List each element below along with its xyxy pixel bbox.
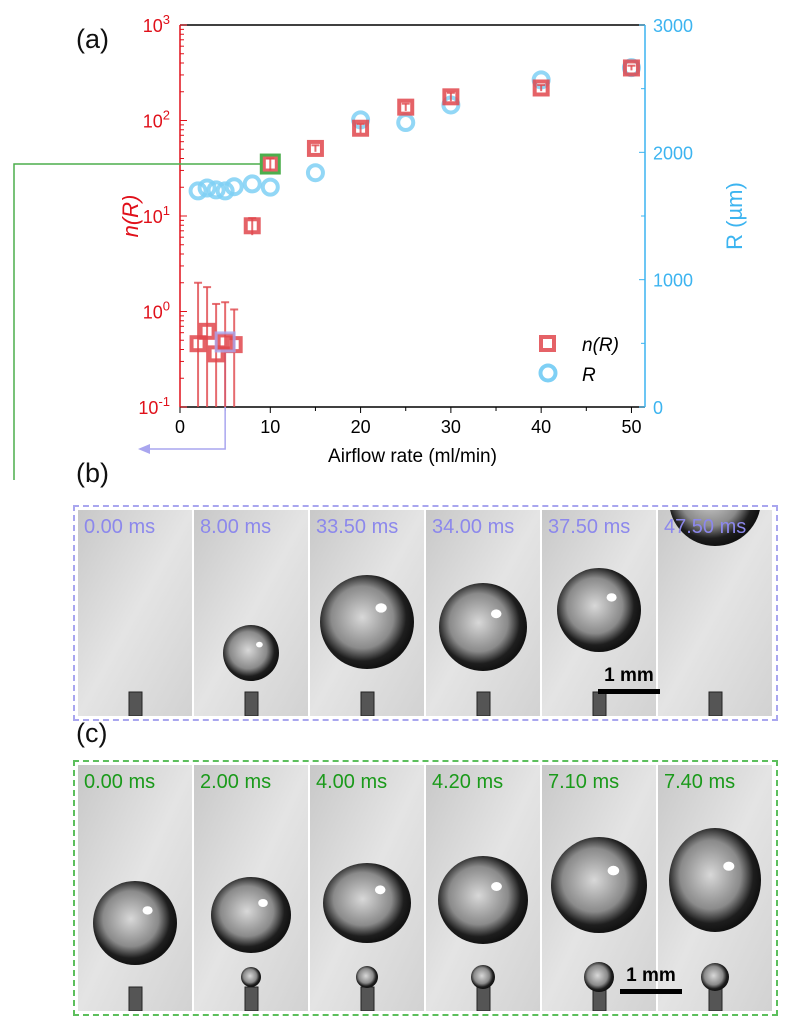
video-frame: 33.50 ms [310, 510, 424, 716]
frame-timestamp: 34.00 ms [432, 516, 515, 538]
y-right-tick-label: 3000 [653, 16, 693, 36]
panel-b-frames: 0.00 ms 8.00 ms 33.50 ms 34.00 ms [78, 510, 772, 716]
panel-c: 0.00 ms 2.00 ms 4.00 ms 4.20 ms [73, 760, 778, 1016]
video-frame: 4.00 ms [310, 765, 424, 1011]
data-point-R [197, 178, 217, 198]
video-frame: 37.50 ms [542, 510, 656, 716]
panel-label-b: (b) [76, 458, 109, 488]
legend-marker-n [539, 335, 556, 352]
frame-timestamp: 7.40 ms [664, 771, 736, 793]
data-point-n [198, 322, 216, 340]
bubble-image [78, 510, 192, 716]
frame-timestamp: 7.10 ms [548, 771, 620, 793]
data-point-n [243, 217, 261, 235]
connector-line-c [13, 163, 262, 480]
data-point-R [215, 181, 235, 201]
y-left-axis-label: n(R) [118, 195, 143, 238]
data-point-n [189, 335, 207, 353]
legend-label-n: n(R) [582, 335, 619, 356]
highlight-box-b [214, 331, 236, 353]
video-frame: 7.40 ms [658, 765, 772, 1011]
video-frame: 8.00 ms [194, 510, 308, 716]
x-axis-label: Airflow rate (ml/min) [328, 446, 497, 467]
x-tick-label: 30 [441, 417, 461, 437]
frame-timestamp: 0.00 ms [84, 771, 156, 793]
data-point-R [206, 180, 226, 200]
scale-bar-b: 1 mm [598, 665, 660, 694]
bubble-image [658, 510, 772, 716]
data-point-n [216, 333, 234, 351]
scale-bar-c: 1 mm [620, 965, 682, 994]
panel-label-c: (c) [76, 718, 108, 748]
frame-timestamp: 47.50 ms [664, 516, 747, 538]
data-point-n [261, 155, 279, 173]
data-point-n [306, 139, 324, 157]
y-left-tick-label: 102 [143, 108, 170, 132]
y-left-tick-label: 103 [143, 12, 170, 36]
x-tick-label: 10 [260, 417, 280, 437]
bubble-image [194, 510, 308, 716]
y-left-tick-label: 10-1 [138, 394, 170, 418]
data-point-R [242, 174, 262, 194]
frame-timestamp: 4.00 ms [316, 771, 388, 793]
data-point-R [305, 163, 325, 183]
bubble-image [542, 765, 656, 1011]
video-frame: 4.20 ms [426, 765, 540, 1011]
video-frame: 0.00 ms [78, 765, 192, 1011]
x-tick-label: 50 [621, 417, 641, 437]
frame-timestamp: 2.00 ms [200, 771, 272, 793]
video-frame: 34.00 ms [426, 510, 540, 716]
frame-timestamp: 8.00 ms [200, 516, 272, 538]
frame-timestamp: 33.50 ms [316, 516, 399, 538]
panel-c-frames: 0.00 ms 2.00 ms 4.00 ms 4.20 ms [78, 765, 772, 1011]
y-right-tick-label: 2000 [653, 143, 693, 163]
x-tick-label: 0 [175, 417, 185, 437]
data-point-R [260, 177, 280, 197]
bubble-image [194, 765, 308, 1011]
legend-marker-R [538, 363, 558, 383]
video-frame: 47.50 ms [658, 510, 772, 716]
bubble-image [310, 510, 424, 716]
bubble-image [658, 765, 772, 1011]
bubble-image [426, 510, 540, 716]
y-left-tick-label: 101 [143, 203, 170, 227]
video-frame: 0.00 ms [78, 510, 192, 716]
scale-label: 1 mm [626, 965, 676, 986]
bubble-image [78, 765, 192, 1011]
video-frame: 7.10 ms [542, 765, 656, 1011]
arrow-icon-b [138, 444, 150, 454]
bubble-image [542, 510, 656, 716]
scale-label: 1 mm [604, 665, 654, 686]
frame-timestamp: 37.50 ms [548, 516, 631, 538]
highlight-box-c [259, 153, 281, 175]
panel-b: 0.00 ms 8.00 ms 33.50 ms 34.00 ms [73, 505, 778, 721]
bubble-image [310, 765, 424, 1011]
data-point-R [396, 113, 416, 133]
y-left-tick-label: 100 [143, 299, 170, 323]
y-right-tick-label: 1000 [653, 271, 693, 291]
data-point-n [397, 98, 415, 116]
data-point-n [442, 88, 460, 106]
data-point-R [224, 177, 244, 197]
legend-label-R: R [582, 365, 596, 386]
data-point-n [352, 119, 370, 137]
y-right-axis-label: R (µm) [722, 182, 747, 250]
data-point-R [188, 181, 208, 201]
x-tick-label: 20 [351, 417, 371, 437]
y-right-tick-label: 0 [653, 398, 663, 418]
data-point-n [622, 59, 640, 77]
x-tick-label: 40 [531, 417, 551, 437]
bubble-image [426, 765, 540, 1011]
video-frame: 2.00 ms [194, 765, 308, 1011]
data-point-n [532, 79, 550, 97]
frame-timestamp: 0.00 ms [84, 516, 156, 538]
panel-label-a: (a) [76, 24, 109, 54]
frame-timestamp: 4.20 ms [432, 771, 504, 793]
